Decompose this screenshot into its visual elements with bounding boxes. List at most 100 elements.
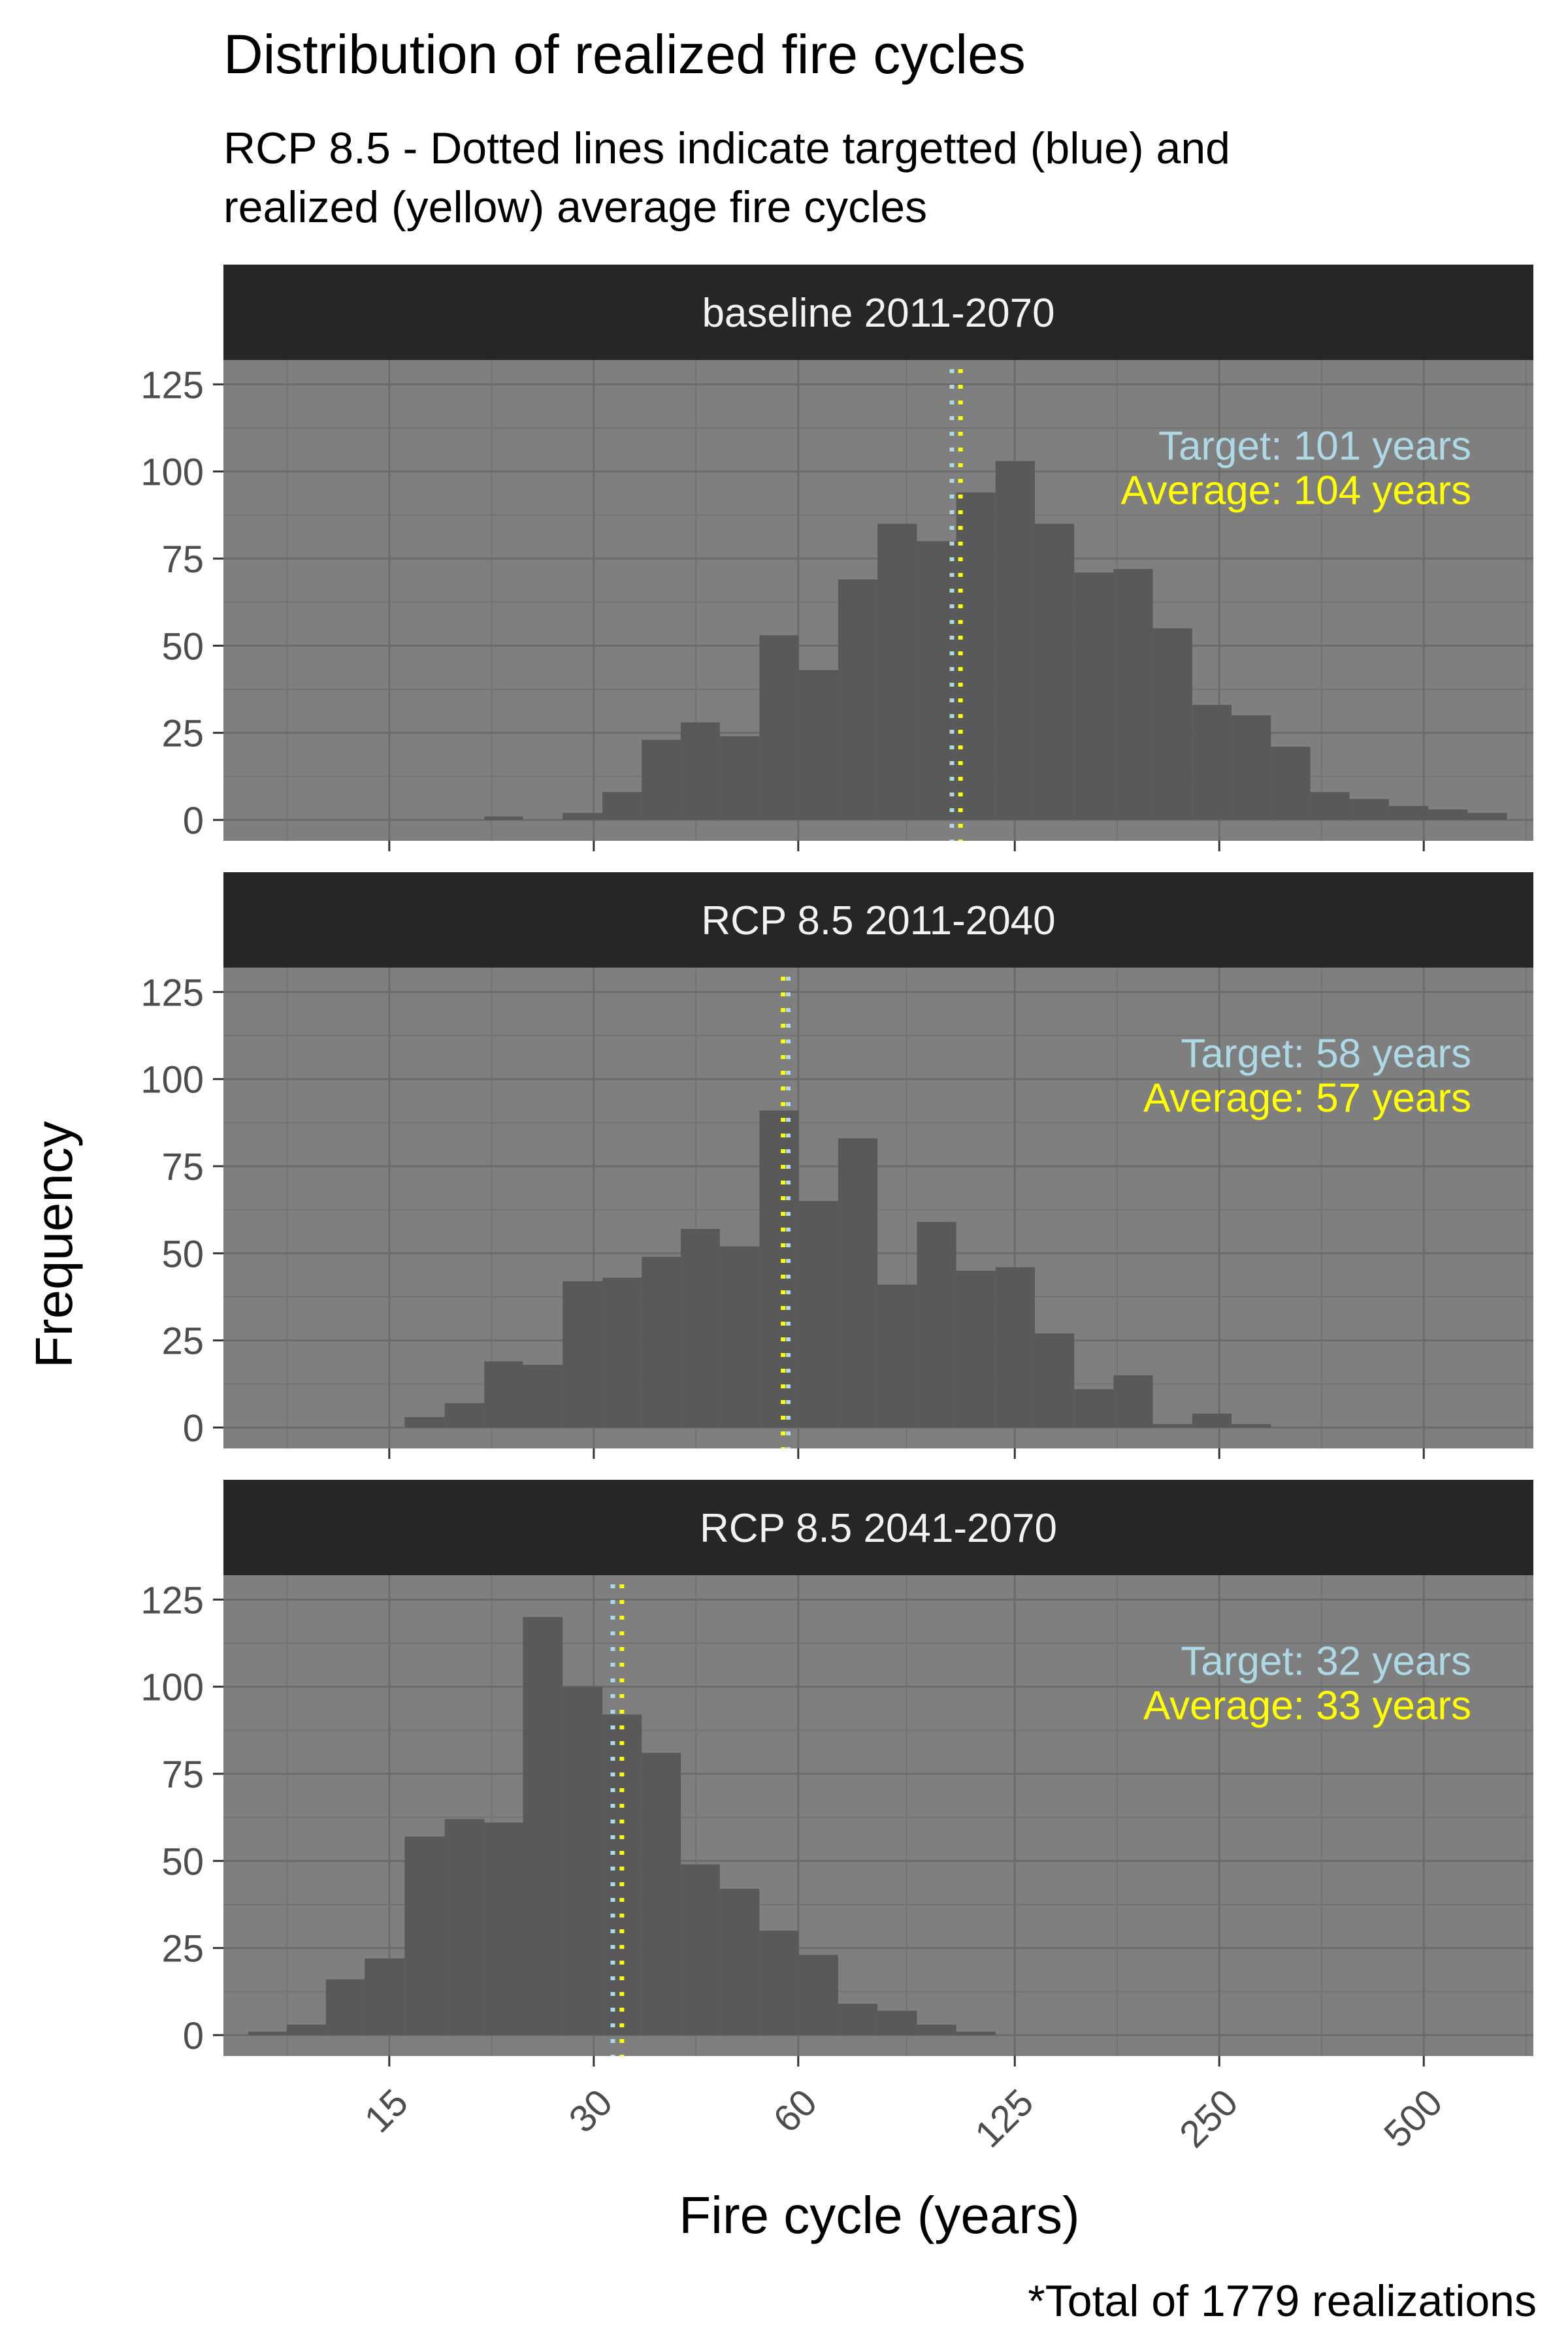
y-tick-label: 50: [161, 1233, 204, 1275]
facet-panel: RCP 8.5 2041-2070 Target: 32 yearsAverage…: [140, 1480, 1533, 2066]
histogram-bar: [1113, 1375, 1153, 1428]
histogram-bar: [523, 1365, 563, 1428]
histogram-bar: [1034, 1333, 1075, 1428]
histogram-bar: [444, 1403, 485, 1428]
x-tick-label: 60: [765, 2081, 825, 2141]
y-tick-label: 100: [140, 1059, 204, 1102]
y-tick-label: 0: [183, 1407, 204, 1450]
histogram-bar: [956, 2031, 996, 2035]
histogram-bar: [484, 1361, 523, 1428]
histogram-bar: [1467, 813, 1507, 820]
x-tick-label: 125: [967, 2081, 1041, 2155]
histogram-bar: [404, 1417, 445, 1428]
histogram-bar: [995, 461, 1035, 820]
average-annotation: Average: 104 years: [1120, 468, 1471, 514]
histogram-bar: [602, 1714, 642, 2035]
y-tick-label: 75: [161, 1754, 204, 1796]
histogram-bars: [248, 1617, 996, 2035]
y-tick-label: 100: [140, 451, 204, 494]
histogram-bar: [1349, 799, 1389, 820]
chart-subtitle-line-2: realized (yellow) average fire cycles: [223, 182, 927, 232]
histogram-bar: [325, 1979, 365, 2035]
y-axis: 0 25 50 75 100 125: [140, 1579, 223, 2057]
histogram-bar: [484, 816, 523, 820]
histogram-bar: [798, 1201, 838, 1428]
histogram-bar: [719, 736, 760, 820]
chart-caption: *Total of 1779 realizations: [1028, 2276, 1537, 2326]
histogram-bar: [917, 541, 956, 820]
target-annotation: Target: 32 years: [1181, 1639, 1471, 1684]
facet-panel: baseline 2011-2070 Target: 101 yearsAvera…: [140, 265, 1533, 851]
y-tick-label: 125: [140, 972, 204, 1014]
y-tick-label: 75: [161, 1146, 204, 1188]
chart-subtitle-line-1: RCP 8.5 - Dotted lines indicate targette…: [223, 123, 1230, 173]
histogram-bar: [1428, 809, 1468, 820]
histogram-bar: [444, 1819, 485, 2035]
histogram-bars: [484, 461, 1507, 820]
histogram-bar: [563, 1281, 603, 1428]
histogram-bar: [404, 1837, 445, 2035]
histogram-bar: [877, 523, 917, 820]
y-tick-label: 50: [161, 625, 204, 668]
histogram-bar: [759, 635, 799, 820]
average-annotation: Average: 57 years: [1143, 1076, 1471, 1121]
facet-strip: [223, 265, 1533, 360]
histogram-bar: [995, 1267, 1035, 1428]
histogram-bar: [917, 1222, 956, 1428]
histogram-bar: [642, 740, 681, 820]
y-tick-label: 0: [183, 800, 204, 842]
facet-strip-label: RCP 8.5 2011-2040: [701, 898, 1055, 943]
chart-title: Distribution of realized fire cycles: [223, 24, 1026, 85]
histogram-bar: [956, 492, 996, 820]
histogram-bar: [1152, 1424, 1192, 1428]
x-tick-label: 30: [561, 2081, 621, 2141]
y-tick-label: 25: [161, 713, 204, 755]
histogram-bar: [1074, 572, 1114, 820]
histogram-bar: [798, 670, 838, 820]
histogram-bar: [877, 2010, 917, 2035]
y-axis: 0 25 50 75 100 125: [140, 364, 223, 842]
histogram-bar: [681, 1864, 720, 2035]
histogram-bar: [287, 2025, 326, 2035]
histogram-bar: [642, 1256, 681, 1428]
histogram-bar: [719, 1889, 760, 2035]
average-annotation: Average: 33 years: [1143, 1684, 1471, 1729]
facet-strip: [223, 872, 1533, 968]
histogram-bar: [563, 1686, 603, 2035]
histogram-bar: [681, 722, 720, 820]
x-tick-label: 250: [1171, 2081, 1246, 2155]
histogram-bar: [798, 1955, 838, 2035]
histogram-bar: [956, 1271, 996, 1428]
histogram-bar: [484, 1822, 523, 2035]
y-axis-label: Frequency: [25, 1121, 83, 1368]
y-tick-label: 0: [183, 2015, 204, 2057]
histogram-bar: [642, 1753, 681, 2035]
histogram-bar: [838, 1138, 878, 1428]
x-tick-label: 500: [1376, 2081, 1450, 2155]
histogram-bar: [1310, 792, 1350, 820]
y-tick-label: 125: [140, 364, 204, 406]
facet-strip: [223, 1480, 1533, 1575]
histogram-bar: [1231, 1424, 1271, 1428]
target-annotation: Target: 58 years: [1181, 1032, 1471, 1077]
histogram-bar: [1152, 628, 1192, 820]
facet-strip-label: baseline 2011-2070: [702, 291, 1054, 336]
histogram-bar: [1192, 1413, 1232, 1428]
histogram-bar: [602, 1277, 642, 1428]
histogram-bar: [1074, 1389, 1114, 1428]
histogram-bar: [602, 792, 642, 820]
x-axis: 15 30 60 125 250 500: [356, 2081, 1450, 2155]
y-tick-label: 50: [161, 1840, 204, 1883]
y-axis: 0 25 50 75 100 125: [140, 972, 223, 1450]
y-tick-label: 75: [161, 538, 204, 581]
histogram-bar: [1192, 705, 1232, 820]
x-axis-label: Fire cycle (years): [679, 2186, 1079, 2244]
histogram-bar: [838, 2004, 878, 2035]
histogram-bar: [719, 1246, 760, 1428]
facet-strip-label: RCP 8.5 2041-2070: [700, 1506, 1057, 1551]
x-tick-label: 15: [356, 2081, 416, 2141]
histogram-bar: [1034, 523, 1075, 820]
histogram-bars: [404, 1110, 1271, 1428]
